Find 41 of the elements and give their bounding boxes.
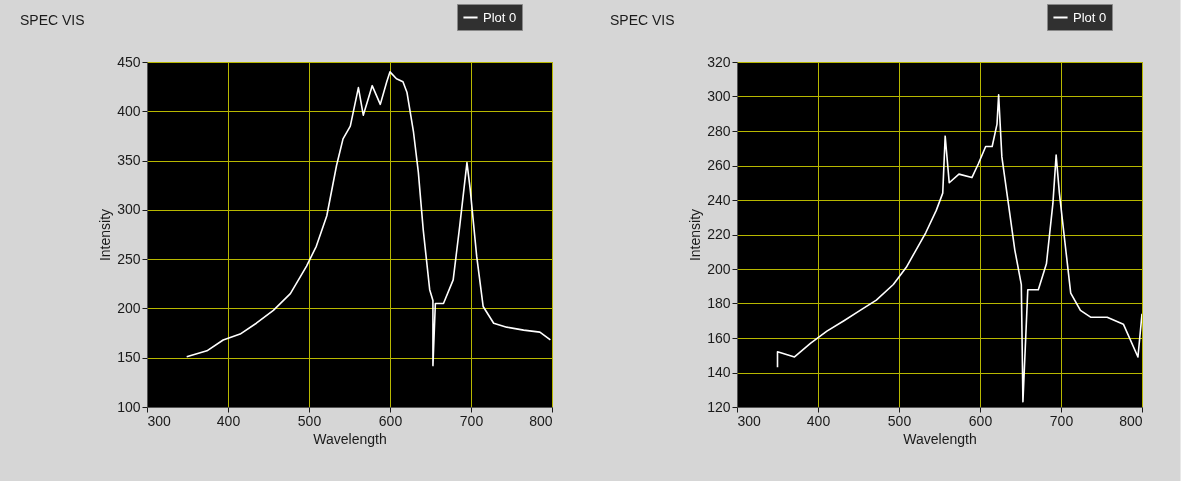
y-tick-label: 240 <box>707 191 731 208</box>
line-series <box>776 93 1142 403</box>
x-tick-label: 800 <box>529 412 553 429</box>
x-tick-label: 600 <box>968 412 993 429</box>
legend-label: Plot 0 <box>483 9 517 25</box>
y-tick-label: 160 <box>707 329 731 346</box>
x-tick-label: 400 <box>216 412 241 429</box>
y-tick-label: 200 <box>117 299 141 316</box>
y-tick-label: 260 <box>707 157 731 173</box>
x-tick-label: 500 <box>887 412 912 429</box>
y-tick-label: 300 <box>707 88 731 104</box>
x-axis-title: Wavelength <box>903 430 977 447</box>
x-tick-label: 300 <box>147 412 172 429</box>
x-axis-title: Wavelength <box>313 430 387 447</box>
chart-title: SPEC VIS <box>610 11 675 28</box>
y-tick-label: 450 <box>117 53 141 70</box>
y-axis-title: Intensity <box>687 208 704 262</box>
y-tick-label: 280 <box>707 122 731 139</box>
x-tick-label: 700 <box>1049 412 1074 429</box>
y-tick-label: 300 <box>117 201 141 218</box>
legend-label: Plot 0 <box>1073 9 1107 25</box>
y-tick-label: 250 <box>117 250 141 267</box>
y-tick-label: 100 <box>117 398 141 415</box>
y-tick-label: 180 <box>707 295 731 311</box>
x-tick-label: 700 <box>459 412 484 429</box>
x-tick-label: 600 <box>378 412 403 429</box>
y-tick-label: 120 <box>707 398 731 415</box>
y-axis-title: Intensity <box>97 208 114 262</box>
x-tick-label: 400 <box>806 412 831 429</box>
x-tick-label: 800 <box>1119 412 1143 429</box>
y-tick-label: 350 <box>117 152 141 169</box>
y-tick-label: 150 <box>117 349 141 366</box>
chart-title: SPEC VIS <box>20 11 85 28</box>
y-tick-label: 200 <box>707 260 731 277</box>
y-tick-label: 320 <box>707 53 731 70</box>
x-tick-label: 500 <box>297 412 322 429</box>
y-tick-label: 220 <box>707 226 731 242</box>
y-tick-label: 400 <box>117 102 141 119</box>
line-series <box>185 71 552 367</box>
y-tick-label: 140 <box>707 364 731 380</box>
x-tick-label: 300 <box>737 412 762 429</box>
